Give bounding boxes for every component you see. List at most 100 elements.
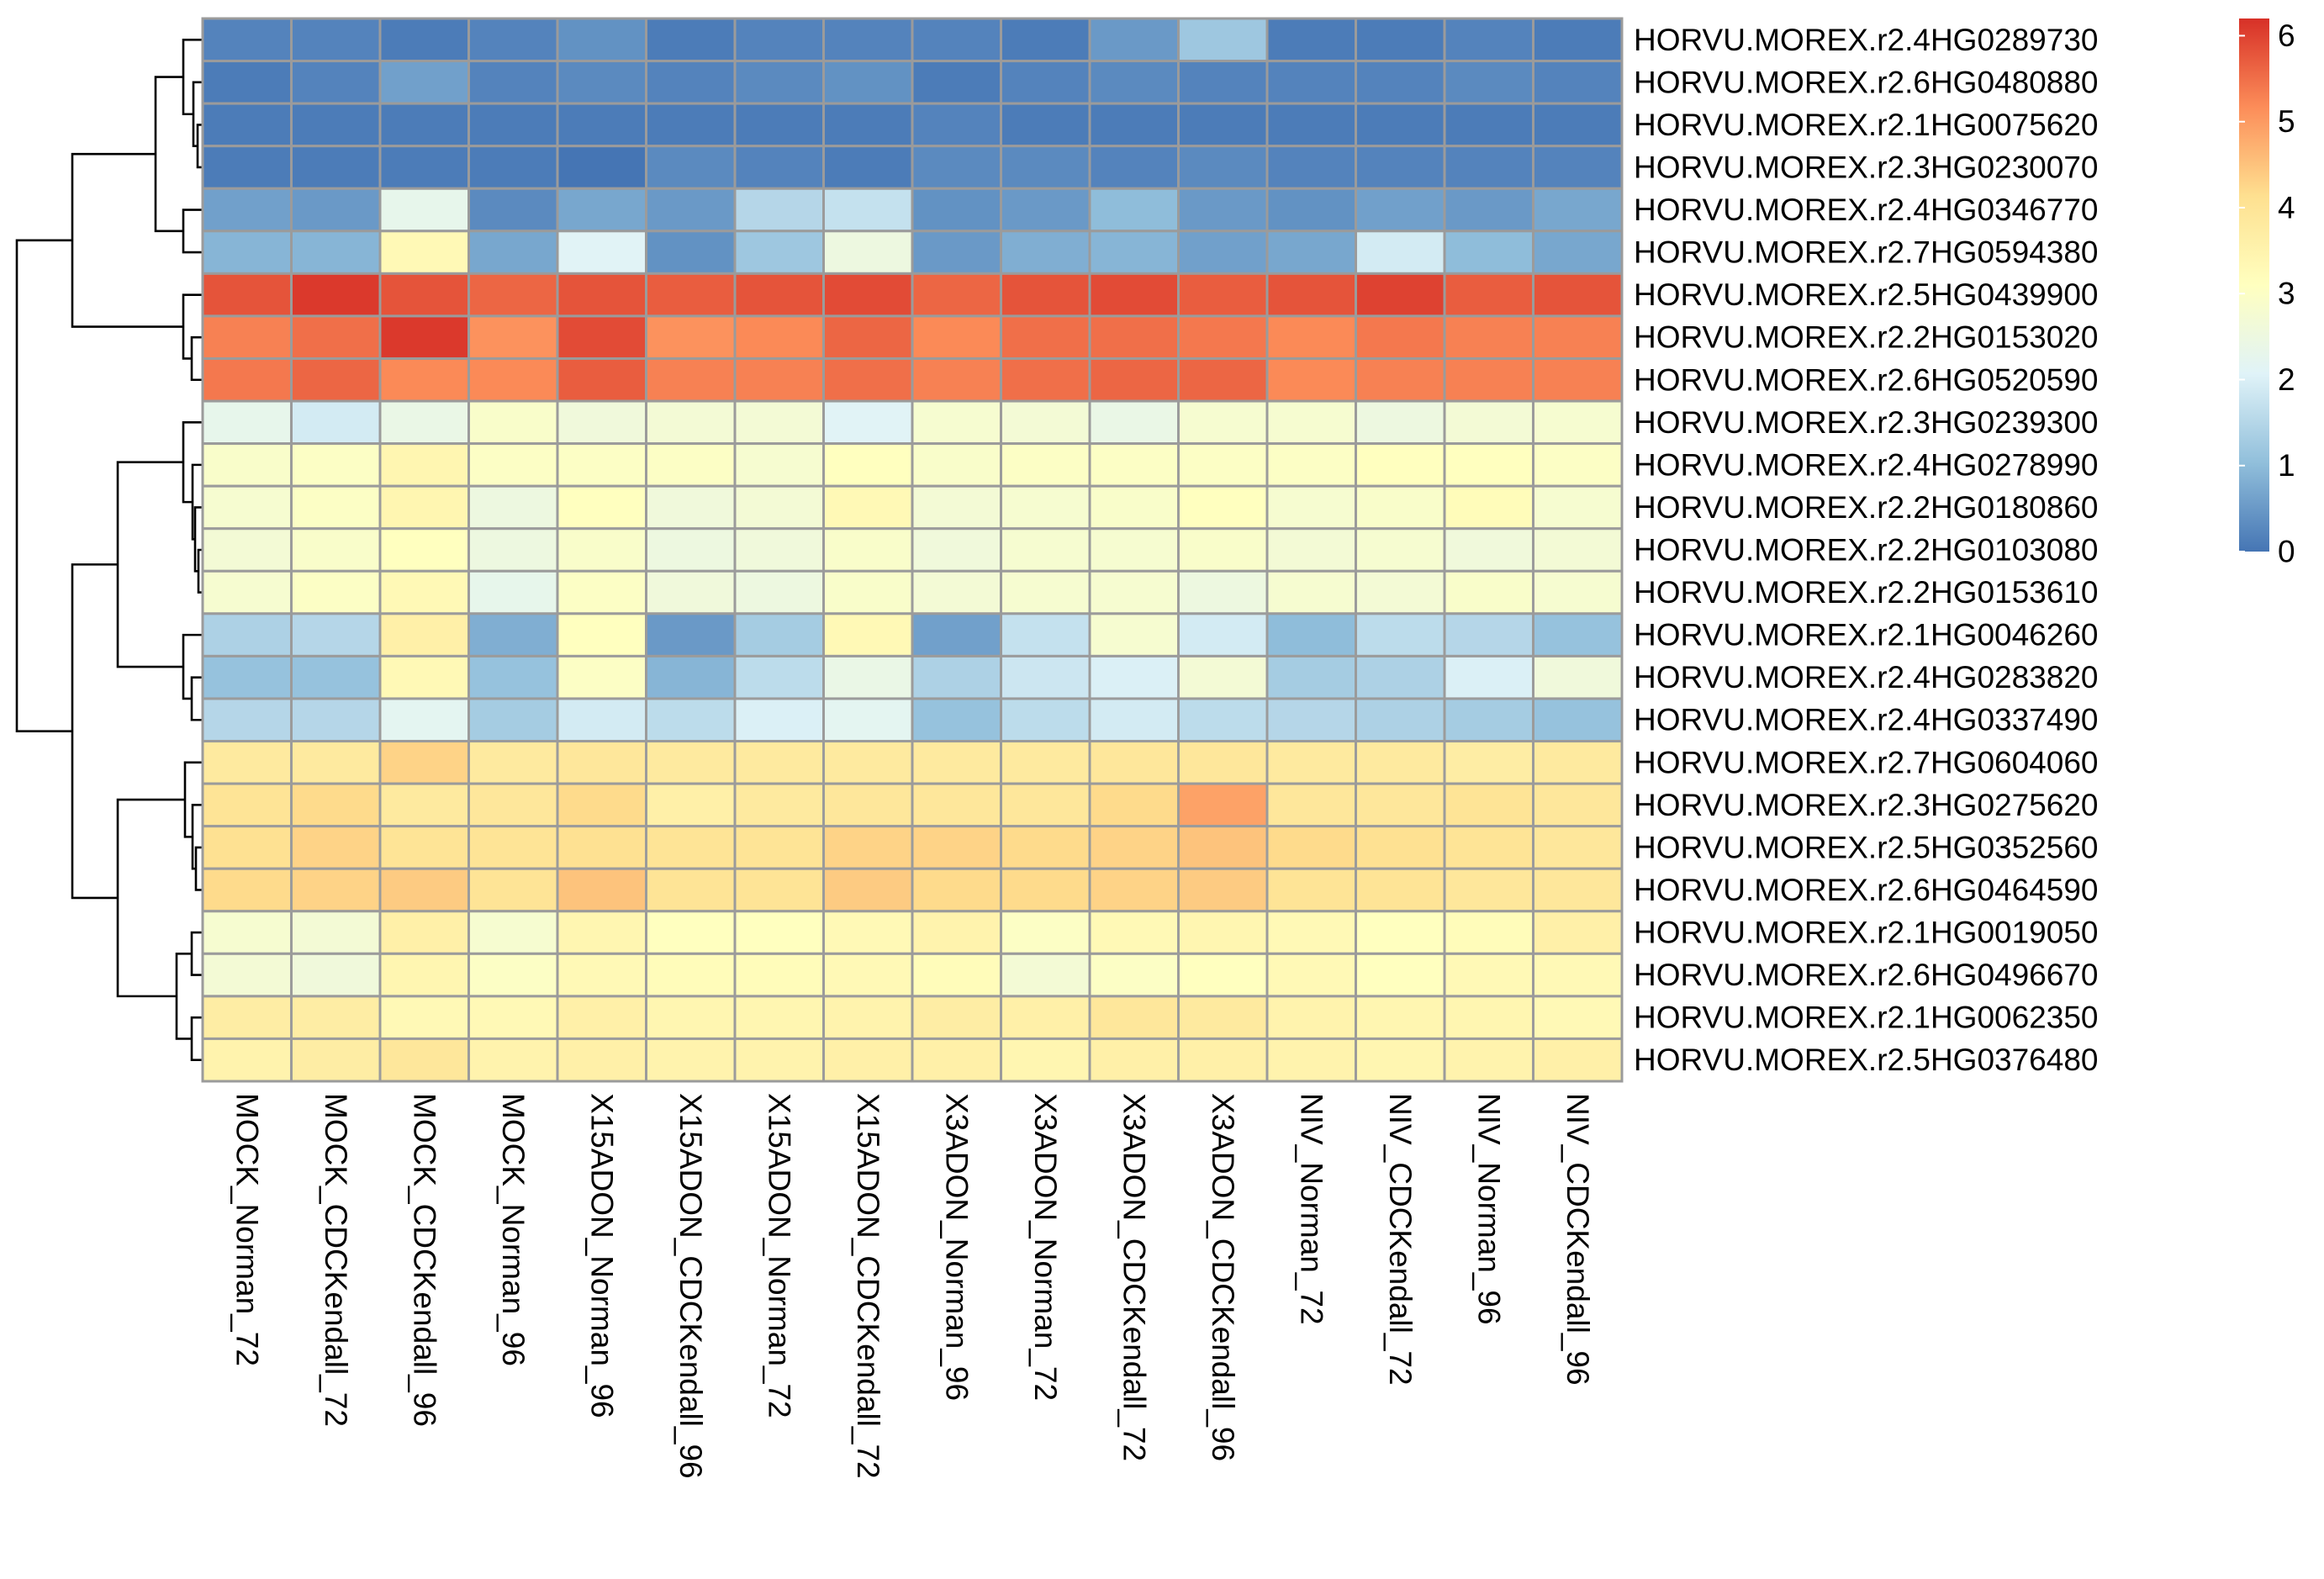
heatmap-cell — [201, 995, 293, 1040]
heatmap-cell — [1355, 187, 1446, 233]
heatmap-cell — [1355, 995, 1446, 1040]
heatmap-cell — [733, 1037, 825, 1083]
heatmap-cell — [911, 187, 1002, 233]
heatmap-cell — [467, 697, 559, 743]
heatmap-cell — [733, 782, 825, 828]
heatmap-cell — [1088, 314, 1180, 360]
heatmap-cell — [1532, 782, 1624, 828]
row-label: HORVU.MOREX.r2.5HG0439900 — [1634, 277, 2099, 312]
heatmap-cell — [467, 272, 559, 318]
heatmap-cell — [378, 1037, 470, 1083]
heatmap-cell — [1355, 356, 1446, 403]
heatmap-cell — [1088, 867, 1180, 913]
heatmap-cell — [378, 60, 470, 105]
heatmap-cell — [822, 527, 914, 573]
heatmap-cell — [1443, 442, 1534, 488]
heatmap-cell — [733, 527, 825, 573]
heatmap-cell — [911, 484, 1002, 531]
heatmap-cell — [733, 356, 825, 403]
heatmap-cell — [1177, 187, 1269, 233]
heatmap-cell — [378, 867, 470, 913]
heatmap-cell — [378, 910, 470, 955]
column-labels: MOCK_Norman_72 MOCK_CDCKendall_72 MOCK_CDC… — [230, 1093, 1595, 1479]
heatmap-cell — [556, 17, 647, 63]
heatmap-cell — [1088, 399, 1180, 446]
heatmap-cell — [1177, 995, 1269, 1040]
row-labels: HORVU.MOREX.r2.4HG0289730 HORVU.MOREX.r2.… — [1634, 23, 2099, 1077]
row-label: HORVU.MOREX.r2.3HG0230070 — [1634, 150, 2099, 184]
heatmap-cell — [290, 825, 382, 870]
heatmap-cell — [645, 654, 737, 700]
heatmap-cell — [556, 569, 647, 615]
heatmap-cell — [822, 60, 914, 105]
heatmap-cell — [822, 867, 914, 913]
heatmap-cell — [1355, 145, 1446, 190]
heatmap-cell — [1088, 910, 1180, 955]
heatmap-cell — [467, 612, 559, 657]
heatmap-cell — [645, 867, 737, 913]
heatmap-cell — [1000, 356, 1091, 403]
heatmap-cell — [1443, 527, 1534, 573]
row-label: HORVU.MOREX.r2.6HG0464590 — [1634, 873, 2099, 907]
heatmap-cells — [201, 17, 1624, 1083]
column-label: X15ADON_CDCKendall_72 — [851, 1093, 885, 1479]
heatmap-cell — [1000, 740, 1091, 785]
heatmap-cell — [467, 910, 559, 955]
heatmap-cell — [290, 612, 382, 657]
heatmap-cell — [1000, 825, 1091, 870]
heatmap-cell — [822, 569, 914, 615]
heatmap-cell — [822, 484, 914, 531]
heatmap-cell — [822, 230, 914, 275]
heatmap-cell — [378, 230, 470, 275]
heatmap-cell — [1000, 272, 1091, 318]
heatmap-cell — [290, 60, 382, 105]
heatmap-cell — [1088, 272, 1180, 318]
heatmap-cell — [645, 910, 737, 955]
dendrogram-branch — [190, 335, 203, 382]
heatmap-cell — [556, 697, 647, 743]
heatmap-cell — [1265, 740, 1357, 785]
heatmap-cell — [467, 995, 559, 1040]
heatmap-cell — [201, 17, 293, 63]
heatmap-cell — [556, 867, 647, 913]
heatmap-cell — [645, 272, 737, 318]
heatmap-cell — [467, 356, 559, 403]
heatmap-cell — [290, 230, 382, 275]
dendrogram-branch — [175, 953, 192, 1040]
heatmap-cell — [645, 17, 737, 63]
heatmap-cell — [201, 60, 293, 105]
row-label: HORVU.MOREX.r2.1HG0019050 — [1634, 916, 2099, 950]
heatmap-cell — [1088, 995, 1180, 1040]
heatmap-cell — [1088, 952, 1180, 998]
heatmap-cell — [201, 825, 293, 870]
heatmap-cell — [1088, 442, 1180, 488]
heatmap-cell — [1265, 654, 1357, 700]
heatmap-cell — [1532, 952, 1624, 998]
heatmap-cell — [733, 569, 825, 615]
heatmap-cell — [1532, 187, 1624, 233]
heatmap-cell — [1088, 1037, 1180, 1083]
column-label: X3ADON_CDCKendall_72 — [1117, 1093, 1151, 1461]
heatmap-cell — [1532, 442, 1624, 488]
heatmap-cell — [1000, 654, 1091, 700]
heatmap-cell — [733, 484, 825, 531]
row-label: HORVU.MOREX.r2.2HG0153610 — [1634, 575, 2099, 610]
heatmap-cell — [556, 825, 647, 870]
dendrogram-branch — [182, 633, 203, 700]
heatmap-cell — [201, 187, 293, 233]
row-label: HORVU.MOREX.r2.4HG0278990 — [1634, 447, 2099, 482]
heatmap-cell — [911, 1037, 1002, 1083]
heatmap-cell — [1088, 60, 1180, 105]
heatmap-cell — [1355, 910, 1446, 955]
heatmap-cell — [1532, 1037, 1624, 1083]
heatmap-cell — [911, 17, 1002, 63]
heatmap-cell — [556, 612, 647, 657]
heatmap-cell — [1443, 612, 1534, 657]
heatmap-cell — [1088, 17, 1180, 63]
column-label: NIV_CDCKendall_72 — [1383, 1093, 1418, 1386]
heatmap-cell — [733, 272, 825, 318]
heatmap-cell — [201, 569, 293, 615]
heatmap-cell — [290, 867, 382, 913]
heatmap-cell — [378, 825, 470, 870]
